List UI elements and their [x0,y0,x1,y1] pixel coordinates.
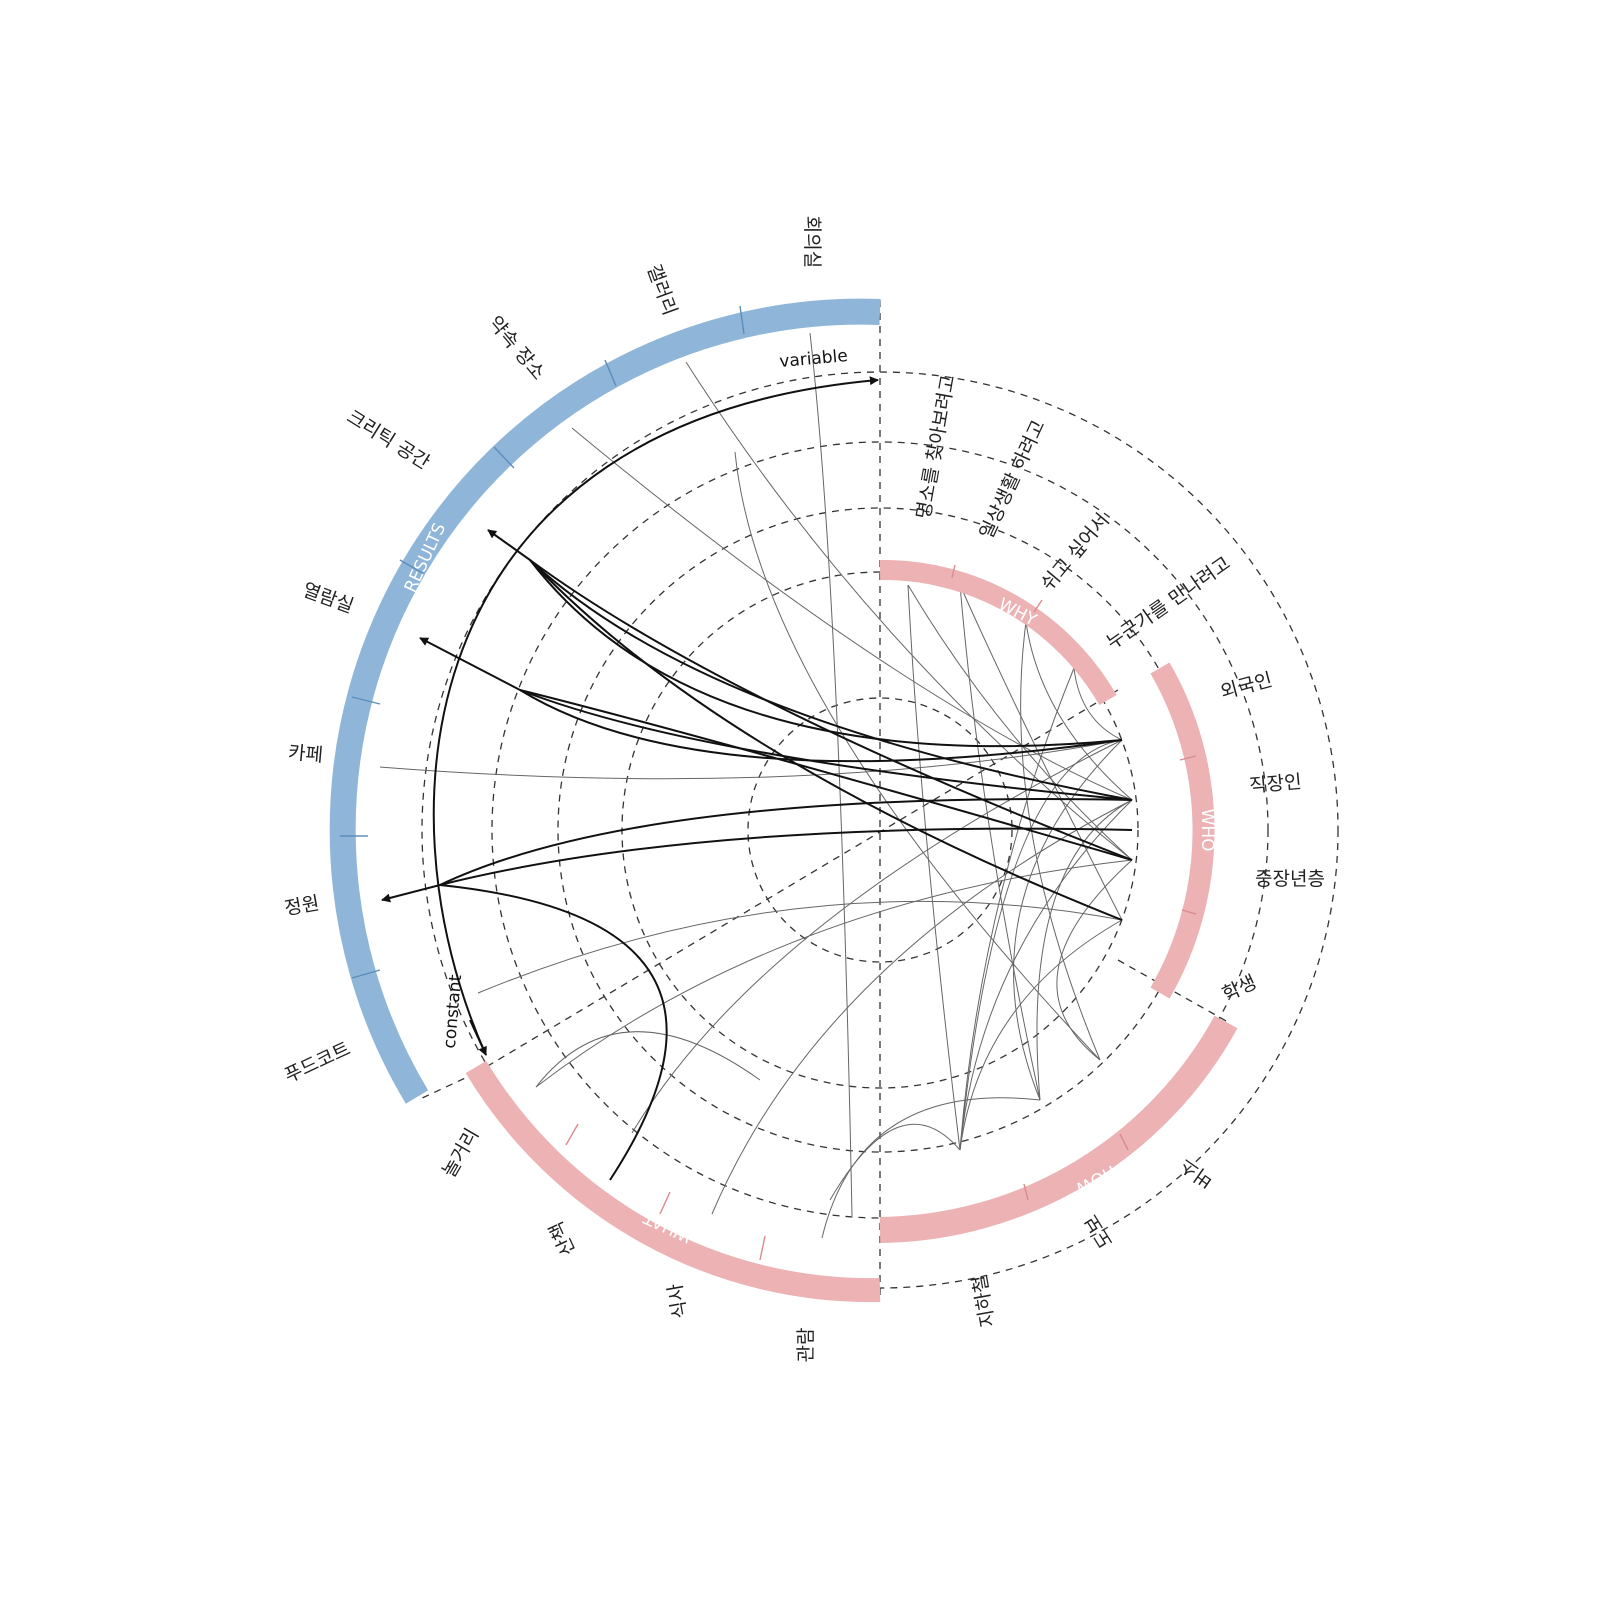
who-item-label: 직장인 [1248,771,1302,797]
strong-link [529,559,1133,861]
tick [351,696,381,705]
tick [951,564,956,579]
tick [739,305,745,335]
weak-link [959,739,1123,1151]
strong-link [487,529,531,561]
tick [659,1191,671,1215]
guide-circle-4 [491,441,1269,1219]
results-segment [329,298,881,1104]
weak-link [1025,621,1133,801]
weak-link [959,667,1075,1151]
results-item-label: 갤러리 [642,262,681,319]
strong-link [419,637,521,691]
weak-link [1056,859,1133,1061]
diagonal-divider-bottom [417,1072,477,1101]
strong-link [519,689,1123,763]
weak-link [1013,739,1123,1101]
results-item-label: 크리틱 공간 [343,406,434,474]
results-item-label: 회의실 [801,216,823,268]
constant-label: constant [440,974,466,1050]
results-item-label: 약속 장소 [484,312,550,384]
what-item-label: 관람 [795,1328,817,1363]
strong-link [439,798,1133,886]
who-item-label: 학생 [1219,971,1260,1006]
weak-link [571,427,1133,801]
tick [1119,1133,1129,1151]
weak-link [959,799,1133,1151]
how-item-label: 도보 [1080,1211,1117,1252]
strong-link [439,827,1133,886]
results-item-label: 정원 [283,892,321,920]
weak-link [631,739,1123,1134]
strong-link [381,884,441,903]
weak-link [1036,799,1133,1101]
weak-link [959,919,1123,1151]
segments [329,298,1238,1303]
weak-link [809,332,853,1217]
ticks [340,305,1197,1261]
tick [399,559,425,575]
what-item-label: 놀거리 [438,1125,483,1181]
what-item-label: 식사 [664,1282,692,1320]
results-item-label: 열람실 [300,579,357,618]
who-segment [1150,662,1215,999]
why-item-label: 누군가를 만나려고 [1102,552,1234,654]
who-item-label: 외국인 [1218,669,1274,704]
weak-link [379,739,1123,780]
diagonal-divider-lower [1117,959,1229,1023]
guide-lines [417,300,1229,1300]
strong-link [519,689,1133,801]
who-label: WHO [1197,809,1217,852]
tick [493,446,515,469]
how-segment [879,1015,1238,1243]
why-item-label: 일상생활 하려고 [975,417,1049,543]
what-item-label: 산책 [545,1218,580,1259]
results-item-label: 푸드코트 [281,1038,354,1087]
strong-link [519,689,1133,861]
why-item-label: 쉬고 싶어서 [1037,509,1114,595]
weak-link [907,584,1133,861]
tick [1023,1183,1029,1201]
why-segment [879,559,1117,706]
strong-link [529,559,1123,748]
tick [604,359,617,387]
what-segment [465,1060,881,1303]
who-item-label: 중장년층 [1255,868,1325,890]
strong-link [439,884,668,1181]
weak-link [959,584,1041,1101]
tick [1033,599,1043,613]
tick [1179,755,1197,761]
results-item-label: 카페 [287,742,324,767]
tick [759,1235,766,1261]
how-item-label: 지하철 [969,1273,1000,1328]
strong-links [381,376,1133,1181]
tick [351,969,381,979]
how-item-label: 버스 [1176,1154,1217,1192]
why-item-label: 명소를 찾아보려고 [913,373,960,520]
guide-circle-1 [747,697,1013,963]
variable-label: variable [779,346,849,372]
constant-arrowhead [469,1019,487,1056]
weak-link [959,584,1123,921]
strong-link [529,559,1123,921]
weak-link [535,1031,761,1088]
weak-link [829,1123,961,1201]
weak-links [379,332,1133,1239]
weak-link [734,451,1101,1061]
weak-link [907,584,961,1151]
weak-link [1073,667,1123,741]
weak-link [711,799,1133,1215]
tick [565,1123,579,1146]
weak-link [535,859,1133,1088]
weak-link [477,900,1123,994]
weak-link [1020,621,1101,1061]
weak-link [821,1097,1041,1239]
variable-arrow [432,376,879,1056]
tick [1181,909,1197,915]
